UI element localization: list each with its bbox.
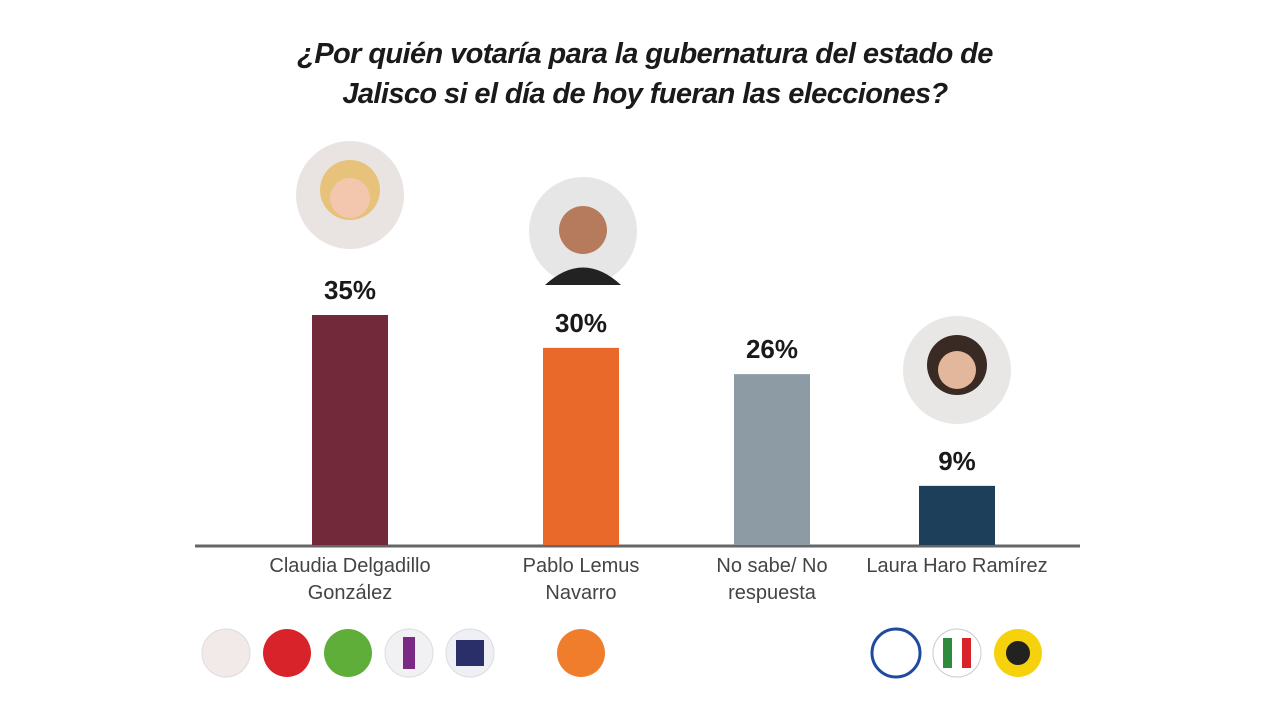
bar [919,485,995,545]
bar [312,315,388,545]
bar [543,347,619,545]
party-logo [870,627,922,679]
value-label: 30% [555,308,607,338]
value-label: 9% [938,446,976,476]
party-logo [557,629,605,677]
party-logo-mark [403,637,415,669]
party-logo [263,629,311,677]
x-tick-label: Claudia Delgadillo González [269,555,431,604]
party-logo-mark [943,638,952,668]
portrait-face [938,351,976,389]
party-logo [932,628,982,678]
x-tick-label: Laura Haro Ramírez [866,555,1048,577]
party-logo [201,628,251,678]
party-logo-mark [456,640,484,666]
x-tick-label: No sabe/ No respuesta [716,555,828,604]
party-logo-mark [962,638,971,668]
value-label: 35% [324,275,376,305]
x-tick-label: Pablo Lemus Navarro [522,555,640,604]
portrait-shirt [545,267,621,285]
party-logo-mark [1006,641,1030,665]
bar [734,374,810,545]
chart-title: ¿Por quién votaría para la gubernatura d… [297,38,993,110]
party-logo [324,629,372,677]
portrait-face [559,206,607,254]
portrait-face [330,178,370,218]
value-label: 26% [746,334,798,364]
decorations [201,141,1042,679]
